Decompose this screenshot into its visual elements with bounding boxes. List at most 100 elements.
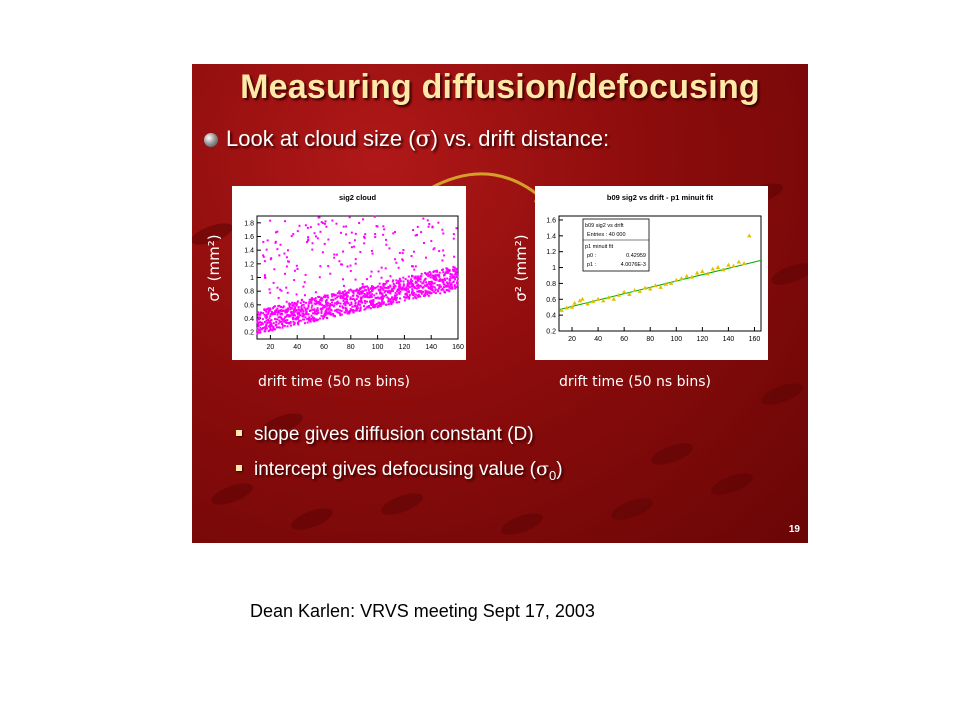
x-tick-label: 40 [293, 344, 301, 351]
data-point [274, 231, 277, 234]
data-point [351, 290, 354, 293]
data-point [293, 301, 296, 304]
data-point [306, 307, 309, 310]
y-tick-label: 0.4 [546, 313, 556, 320]
data-point [353, 305, 356, 308]
data-point [694, 270, 700, 275]
data-point [259, 331, 262, 334]
data-point [305, 301, 308, 304]
data-point [444, 291, 447, 294]
data-point [393, 296, 396, 299]
data-point [305, 308, 308, 311]
data-point [256, 321, 259, 324]
data-point [311, 248, 314, 251]
data-point [424, 256, 427, 259]
data-point [352, 292, 355, 295]
data-point [272, 307, 275, 310]
data-point [446, 282, 449, 285]
data-point [377, 305, 380, 308]
y-tick-label: 1.6 [244, 234, 254, 241]
data-point [367, 288, 370, 291]
data-point [368, 291, 371, 294]
data-point [345, 295, 348, 298]
data-point [375, 303, 378, 306]
data-point [263, 321, 266, 324]
data-point [365, 300, 368, 303]
data-point [269, 315, 272, 318]
data-point [291, 304, 294, 307]
data-point [336, 302, 339, 305]
data-point [447, 282, 450, 285]
data-point [377, 288, 380, 291]
data-point [435, 277, 438, 280]
data-point [313, 319, 316, 322]
data-point [320, 314, 323, 317]
data-point [302, 303, 305, 306]
data-point [389, 298, 392, 301]
data-point [355, 289, 358, 292]
data-point [446, 289, 449, 292]
data-point [278, 254, 281, 257]
data-point [417, 295, 420, 298]
data-point [306, 317, 309, 320]
data-point [414, 265, 417, 268]
data-point [406, 294, 409, 297]
data-point [307, 238, 310, 241]
data-point [321, 297, 324, 300]
data-point [269, 319, 272, 322]
data-point [270, 319, 273, 322]
data-point [371, 302, 374, 305]
data-point [455, 281, 458, 284]
data-point [456, 283, 459, 286]
data-point [684, 273, 689, 278]
data-point [310, 299, 313, 302]
data-point [700, 269, 705, 274]
data-point [259, 326, 262, 329]
data-point [374, 287, 377, 290]
data-point [415, 277, 418, 280]
x-tick-label: 140 [723, 336, 735, 343]
data-point [338, 305, 341, 308]
data-point [427, 290, 430, 293]
data-point [267, 319, 270, 322]
data-point [414, 234, 417, 237]
data-point [339, 312, 342, 315]
data-point [426, 219, 429, 222]
data-point [442, 249, 445, 252]
data-point [363, 286, 366, 289]
data-point [398, 278, 401, 281]
data-point [270, 325, 273, 328]
data-point [289, 315, 292, 318]
data-point [325, 294, 328, 297]
data-point [346, 302, 349, 305]
data-point [402, 276, 405, 279]
data-point [304, 309, 307, 312]
data-point [432, 248, 435, 251]
data-point [426, 293, 429, 296]
data-point [419, 278, 422, 281]
data-point [323, 294, 326, 297]
data-point [326, 294, 329, 297]
data-point [324, 296, 327, 299]
arrow-icon [428, 172, 545, 202]
data-point [387, 303, 390, 306]
data-point [346, 265, 349, 268]
data-point [341, 305, 344, 308]
data-point [418, 277, 421, 280]
data-point [297, 323, 300, 326]
data-point [405, 287, 408, 290]
data-point [316, 307, 319, 310]
data-point [399, 290, 402, 293]
data-point [283, 324, 286, 327]
data-point [412, 229, 415, 232]
data-point [263, 309, 266, 312]
data-point [308, 302, 311, 305]
data-point [394, 298, 397, 301]
data-point [307, 313, 310, 316]
data-point [747, 233, 752, 238]
data-point [269, 326, 272, 329]
data-point [359, 291, 362, 294]
data-point [340, 313, 343, 316]
data-point [736, 259, 742, 264]
data-point [329, 272, 332, 275]
